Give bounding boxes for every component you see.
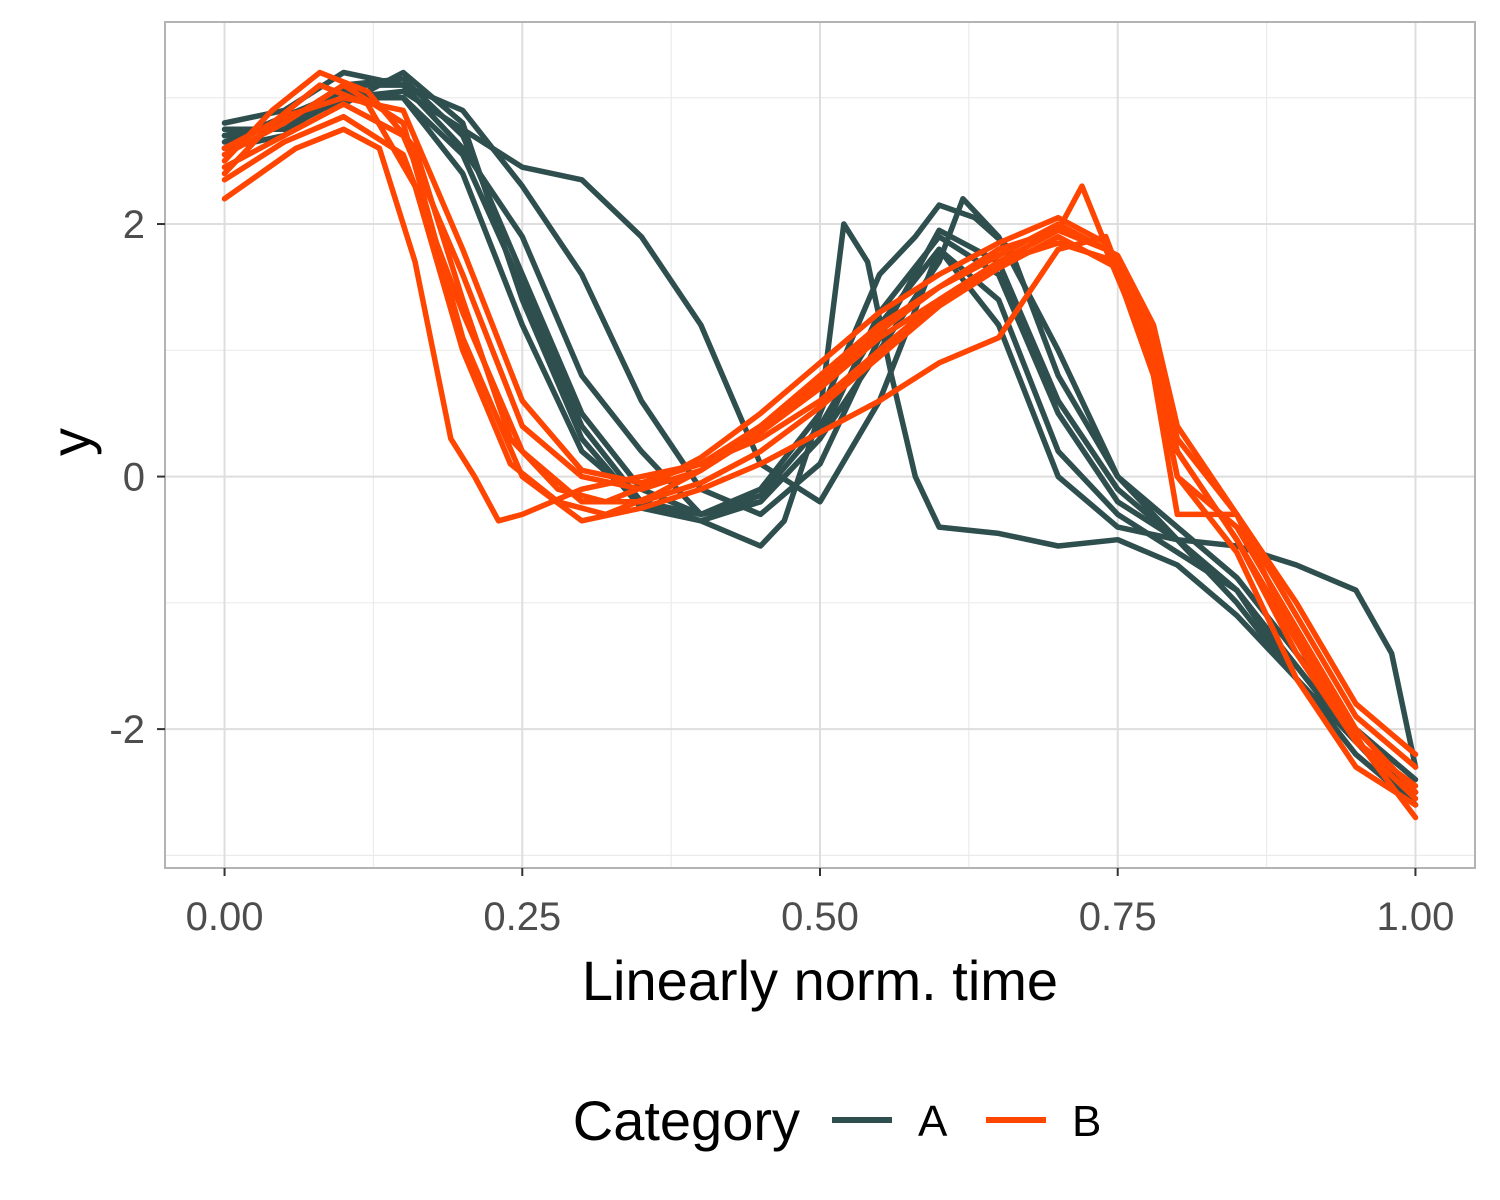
y-tick-label: 2 (123, 203, 145, 247)
x-tick-label: 0.50 (781, 895, 859, 939)
x-tick-label: 0.25 (483, 895, 561, 939)
series-line-a-2 (221, 69, 1419, 795)
x-axis-title: Linearly norm. time (582, 949, 1058, 1012)
tick-labels: 0.00 0.25 0.50 0.75 1.00 -2 0 2 (109, 203, 1454, 939)
grid (165, 22, 1475, 868)
series-line-a-6 (221, 95, 1419, 808)
y-tick-label: 0 (123, 456, 145, 500)
series-line-a-5 (221, 82, 1419, 783)
x-tick-label: 1.00 (1377, 895, 1455, 939)
x-tick-label: 0.75 (1079, 895, 1157, 939)
series-line-b-12 (221, 95, 1419, 758)
legend-label-a: A (918, 1097, 948, 1146)
legend: Category A B (573, 1089, 1102, 1152)
y-axis-title: y (39, 428, 102, 456)
series-line-a-4 (221, 69, 1419, 795)
series-line-b-11 (221, 101, 1419, 770)
series-line-b-13 (221, 113, 1419, 789)
series-lines (221, 69, 1419, 821)
legend-title: Category (573, 1089, 800, 1152)
legend-label-b: B (1072, 1097, 1101, 1146)
y-tick-label: -2 (109, 708, 145, 752)
x-tick-label: 0.00 (186, 895, 264, 939)
series-line-a-0 (221, 88, 1419, 795)
